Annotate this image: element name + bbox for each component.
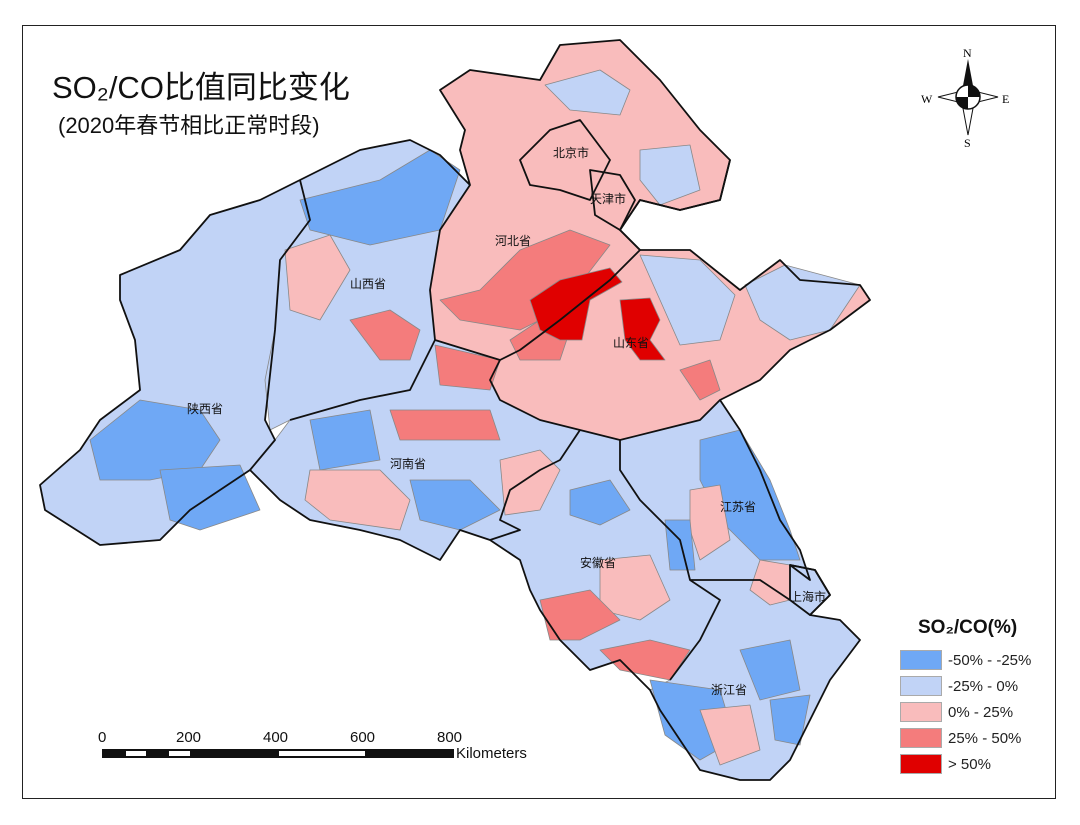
- legend-item: 0% - 25%: [900, 699, 1031, 725]
- legend-label: -25% - 0%: [948, 677, 1019, 695]
- region-patch: [529, 267, 623, 341]
- map-subtitle: (2020年春节相比正常时段): [58, 113, 320, 138]
- legend-label: -50% - -25%: [948, 651, 1032, 669]
- region-patch: [664, 519, 696, 571]
- legend-title: SO₂/CO(%): [918, 617, 1018, 638]
- region-patch: [309, 409, 381, 471]
- region-patch: [304, 469, 411, 531]
- region-patch: [769, 694, 811, 746]
- region-patch: [639, 254, 736, 346]
- legend: SO₂/CO(%) -50% - -25% -25% - 0% 0% - 25%…: [900, 617, 1031, 777]
- legend-swatch: [900, 650, 942, 670]
- map-frame: [22, 25, 1056, 799]
- region-patch: [434, 344, 501, 391]
- label-shanxi: 山西省: [350, 277, 386, 291]
- label-hebei: 河北省: [495, 234, 531, 248]
- region-patch: [299, 149, 461, 246]
- legend-swatch: [900, 702, 942, 722]
- label-anhui: 安徽省: [580, 555, 616, 570]
- legend-item: -50% - -25%: [900, 647, 1031, 673]
- region-patch: [599, 639, 691, 681]
- scale-tick: 0: [98, 729, 107, 746]
- label-shanghai: 上海市: [790, 589, 826, 604]
- legend-item: -25% - 0%: [900, 673, 1031, 699]
- region-patch: [679, 359, 721, 401]
- legend-label: 0% - 25%: [948, 703, 1014, 721]
- region-patch: [349, 309, 421, 361]
- map-title: SO₂/CO比值同比变化: [52, 70, 350, 105]
- region-patch: [409, 479, 501, 531]
- label-beijing: 北京市: [553, 145, 589, 160]
- region-patch: [699, 704, 761, 766]
- region-patch: [639, 144, 701, 206]
- compass-w: W: [921, 92, 933, 106]
- label-shaanxi: 陕西省: [187, 401, 223, 416]
- scale-tick: 600: [350, 729, 376, 746]
- scale-tick: 800: [437, 729, 463, 746]
- region-patch: [544, 69, 631, 116]
- scale-tick: 400: [263, 729, 289, 746]
- compass-s: S: [964, 136, 971, 150]
- label-tianjin: 天津市: [590, 191, 626, 206]
- label-zhejiang: 浙江省: [711, 683, 747, 697]
- label-jiangsu: 江苏省: [720, 500, 756, 514]
- legend-swatch: [900, 728, 942, 748]
- legend-swatch: [900, 676, 942, 696]
- legend-swatch: [900, 754, 942, 774]
- compass-n: N: [963, 46, 972, 60]
- region-patch: [739, 639, 801, 701]
- region-patch: [439, 229, 611, 331]
- legend-label: > 50%: [948, 755, 991, 773]
- compass-e: E: [1002, 92, 1009, 106]
- label-henan: 河南省: [390, 456, 426, 471]
- label-shandong: 山东省: [613, 336, 649, 350]
- region-patch: [569, 479, 631, 526]
- north-arrow-compass-icon: N S E W: [921, 46, 1009, 150]
- region-patch: [89, 399, 221, 481]
- region-patch: [284, 234, 351, 321]
- legend-item: > 50%: [900, 751, 1031, 777]
- region-patch: [539, 589, 621, 641]
- legend-label: 25% - 50%: [948, 729, 1022, 747]
- scale-tick: 200: [176, 729, 202, 746]
- region-patch: [389, 409, 501, 441]
- scale-unit: Kilometers: [456, 745, 527, 762]
- legend-item: 25% - 50%: [900, 725, 1031, 751]
- scale-bar: [102, 749, 454, 758]
- region-patch: [619, 297, 666, 361]
